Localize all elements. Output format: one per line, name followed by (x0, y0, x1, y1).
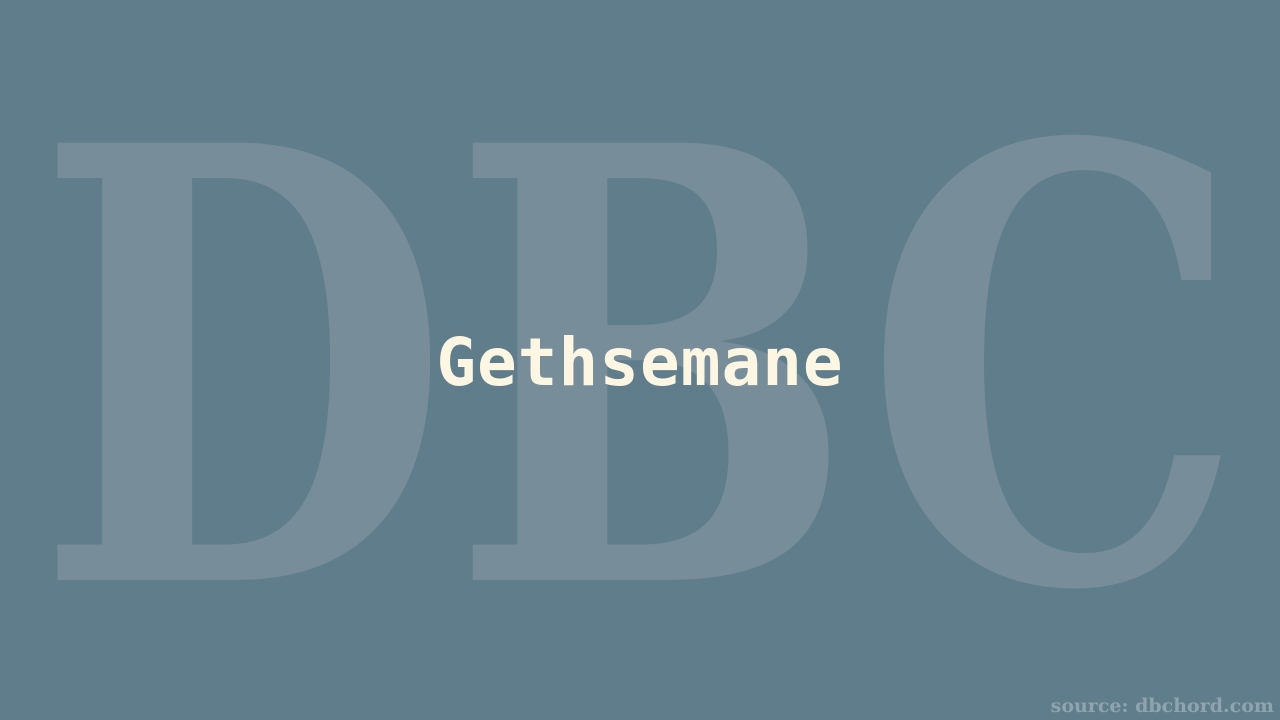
source-credit: source: dbchord.com (1050, 695, 1274, 717)
song-title: Gethsemane (436, 324, 844, 401)
watermark-letters: DBC (35, 17, 1245, 720)
